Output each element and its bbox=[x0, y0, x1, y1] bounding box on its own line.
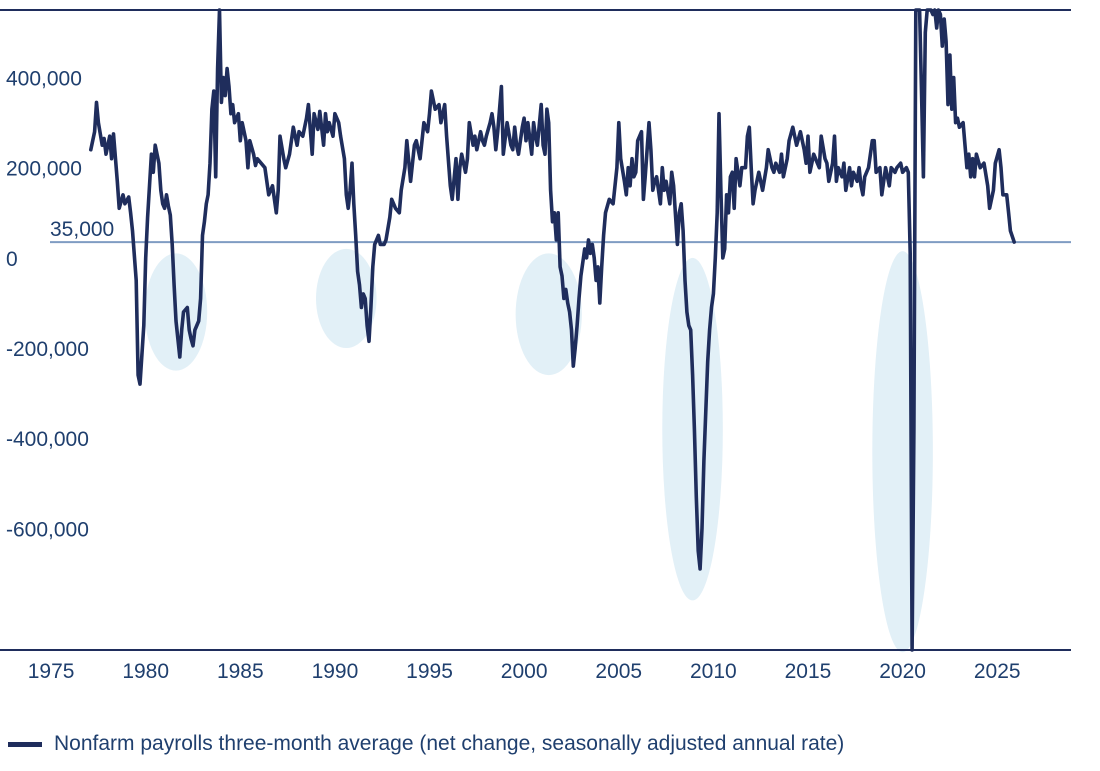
y-tick-label: -200,000 bbox=[6, 338, 89, 361]
y-tick-label: 0 bbox=[6, 248, 18, 271]
x-tick-label: 2025 bbox=[974, 660, 1021, 683]
x-tick-label: 2005 bbox=[595, 660, 642, 683]
x-tick-label: 1985 bbox=[217, 660, 264, 683]
recession-highlight-2 bbox=[316, 248, 377, 349]
x-tick-label: 2020 bbox=[879, 660, 926, 683]
legend-swatch bbox=[8, 741, 42, 747]
x-tick-label: 1990 bbox=[312, 660, 359, 683]
x-axis-ticks: 1975 1980 1985 1990 1995 2000 2005 2010 2015 2020… bbox=[28, 660, 1021, 683]
y-axis-ticks: 400,000 200,000 0 -200,000 -400,000 -600,000 bbox=[6, 68, 89, 542]
recession-highlight-5 bbox=[872, 251, 933, 653]
legend: Nonfarm payrolls three-month average (ne… bbox=[8, 732, 844, 756]
y-tick-label: -600,000 bbox=[6, 518, 89, 541]
y-tick-label: -400,000 bbox=[6, 428, 89, 451]
y-tick-label: 200,000 bbox=[6, 158, 82, 181]
x-tick-label: 2015 bbox=[785, 660, 832, 683]
x-tick-label: 2010 bbox=[690, 660, 737, 683]
reference-line-label: 35,000 bbox=[50, 218, 114, 241]
recession-highlight-3 bbox=[515, 253, 582, 376]
series-line bbox=[89, 8, 1016, 652]
x-tick-label: 1995 bbox=[406, 660, 453, 683]
x-tick-label: 2000 bbox=[501, 660, 548, 683]
x-tick-label: 1975 bbox=[28, 660, 75, 683]
y-tick-label: 400,000 bbox=[6, 68, 82, 91]
recession-highlight-4 bbox=[662, 257, 723, 601]
recession-highlights bbox=[144, 248, 933, 653]
x-tick-label: 1980 bbox=[122, 660, 169, 683]
legend-label: Nonfarm payrolls three-month average (ne… bbox=[54, 732, 845, 755]
